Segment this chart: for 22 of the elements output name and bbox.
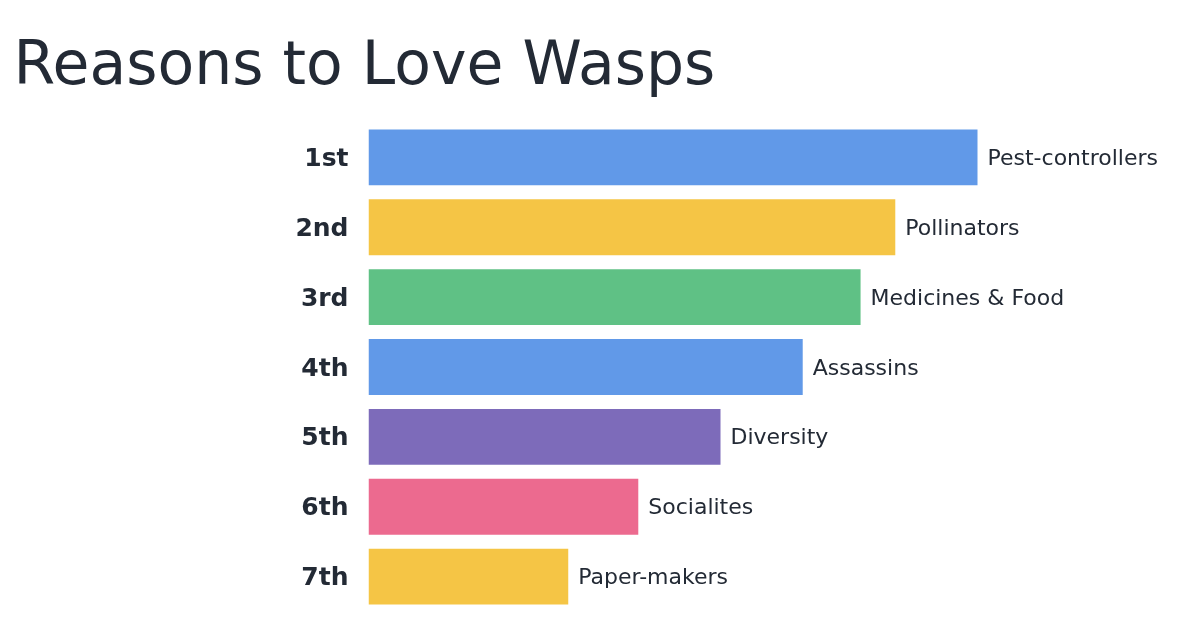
annotation: Socialites: [648, 494, 754, 520]
annotation: Pest-controllers: [987, 144, 1158, 170]
bar: [368, 339, 803, 395]
bar: [368, 199, 896, 256]
y-tick-label: 2nd: [295, 212, 349, 242]
annotation: Assassins: [812, 354, 919, 380]
bar: [368, 548, 569, 605]
y-tick-label: 5th: [301, 422, 349, 452]
bar: [368, 408, 721, 465]
y-tick-label: 1st: [304, 142, 349, 172]
y-tick-label: 6th: [301, 492, 349, 522]
bar: [368, 269, 861, 326]
bar: [368, 129, 978, 186]
annotation: Medicines & Food: [870, 284, 1065, 310]
annotation: Pollinators: [905, 214, 1020, 240]
y-tick-label: 4th: [301, 352, 349, 382]
bar: [368, 478, 639, 535]
annotation: Diversity: [730, 424, 829, 450]
y-tick-label: 3rd: [300, 282, 349, 312]
chart-title: Reasons to Love Wasps: [13, 27, 716, 98]
y-tick-label: 7th: [301, 562, 349, 592]
annotation: Paper-makers: [578, 564, 728, 590]
